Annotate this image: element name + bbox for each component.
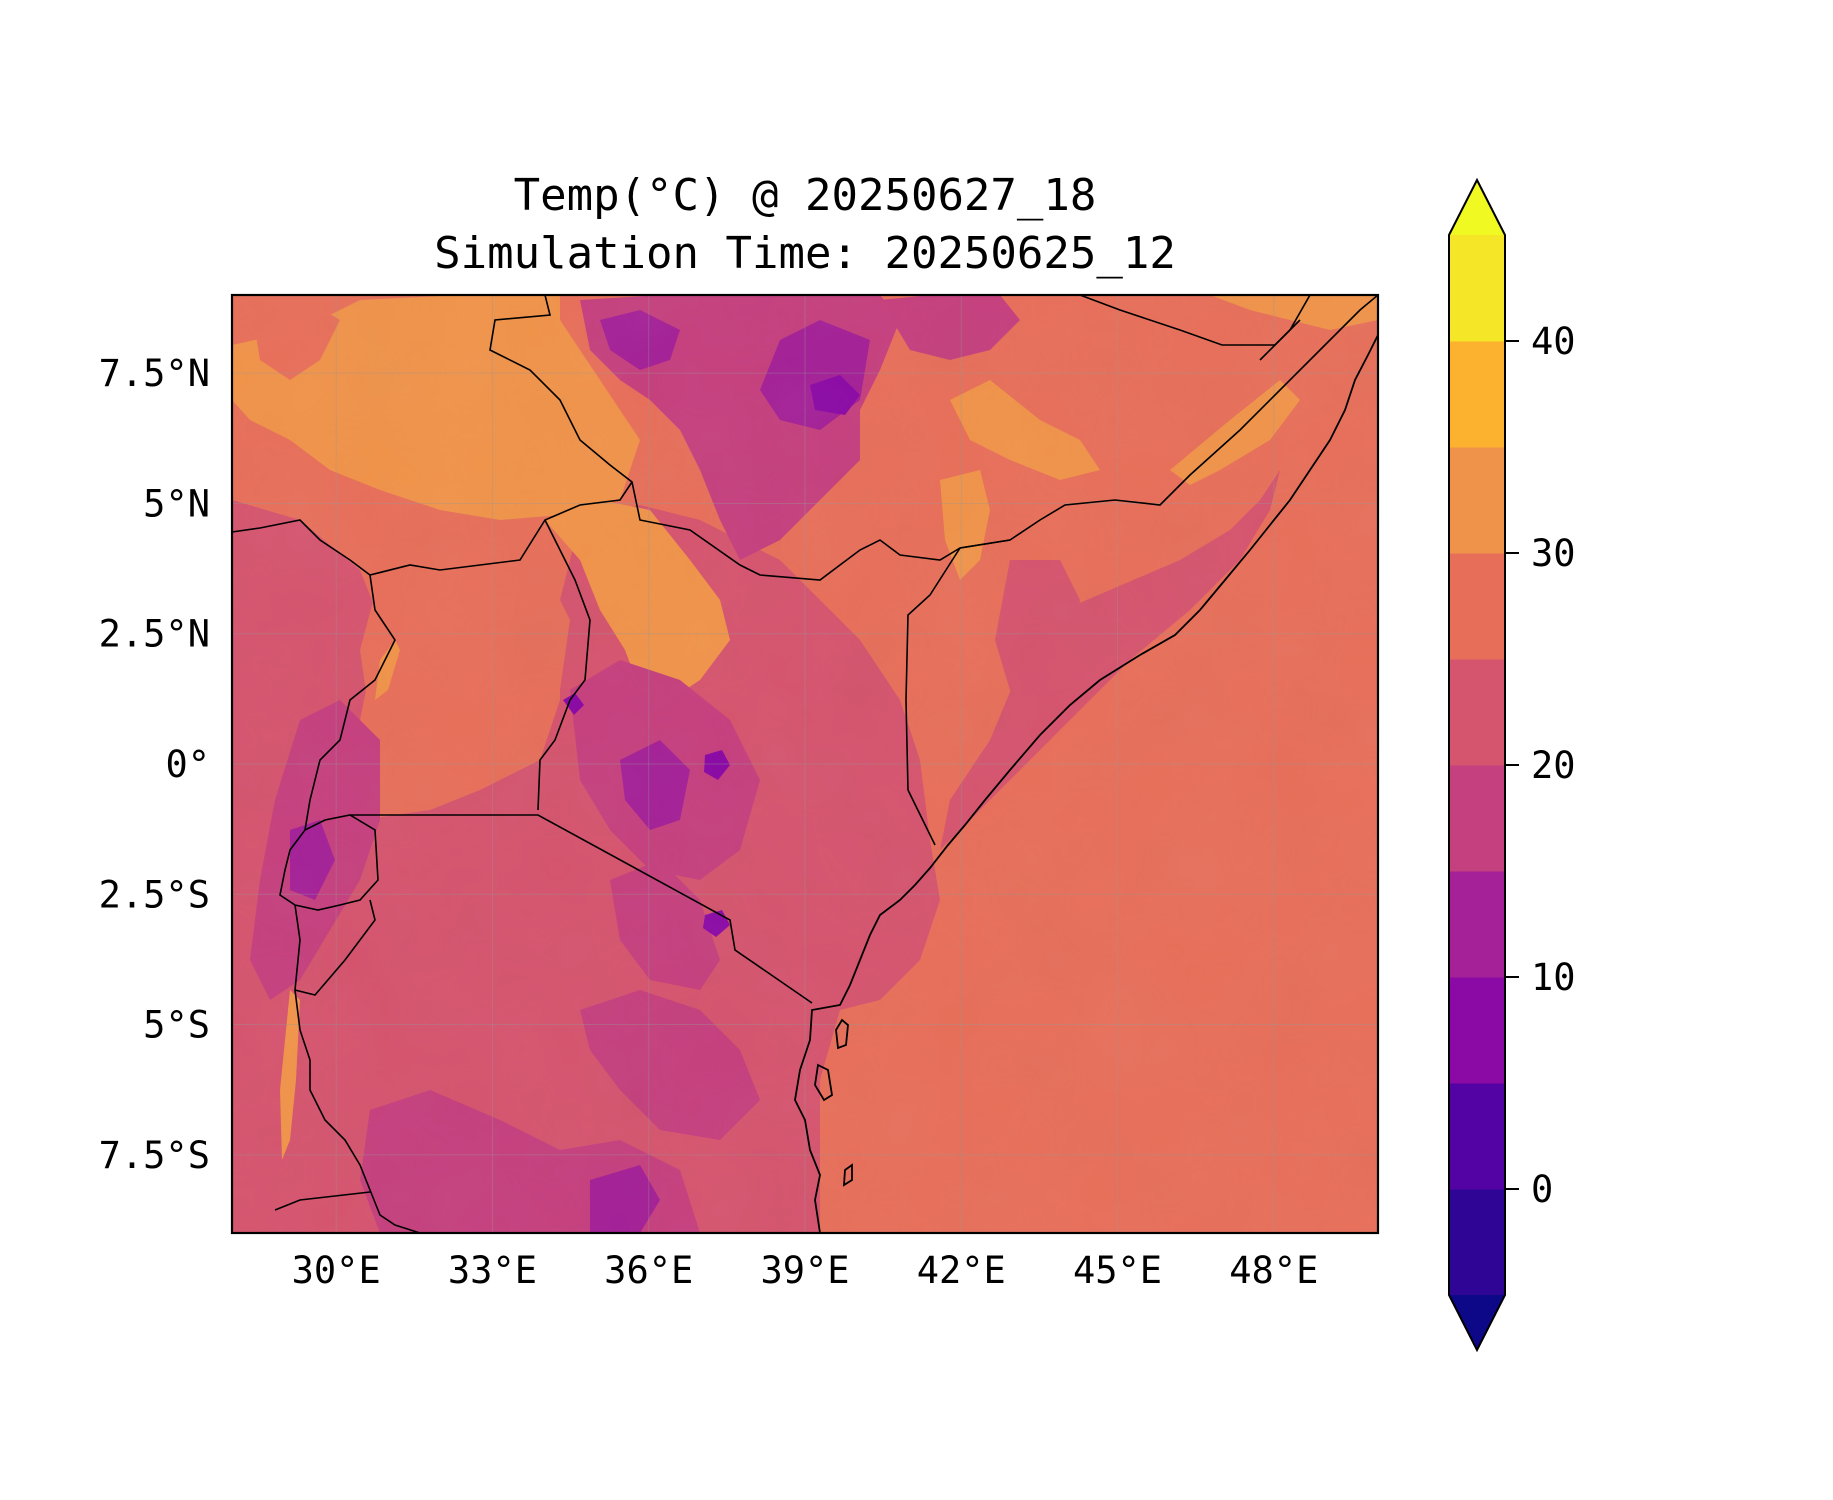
east-african-coastline xyxy=(794,334,1378,1233)
uganda-drc-border xyxy=(304,574,396,831)
colorbar-segment xyxy=(1449,447,1505,554)
colorbar-tick-label: 40 xyxy=(1531,320,1576,363)
map-frame xyxy=(230,293,1380,1235)
colorbar-segment xyxy=(1449,1189,1505,1296)
colorbar-segment xyxy=(1449,341,1505,448)
lake-victoria-tanzania-border xyxy=(350,814,813,1004)
lat-tick-label: 5°N xyxy=(143,482,210,525)
colorbar-segment xyxy=(1449,235,1505,342)
lon-tick-label: 33°E xyxy=(448,1249,537,1292)
pemba-island xyxy=(814,1063,833,1102)
borders xyxy=(232,295,1378,1233)
colorbar-outline xyxy=(1448,177,1506,1353)
colorbar-segment xyxy=(1449,553,1505,660)
zambia-border xyxy=(274,1191,371,1211)
lat-tick-label: 7.5°S xyxy=(99,1134,210,1177)
lat-tick-label: 5°S xyxy=(143,1004,210,1047)
title-line-1: Temp(°C) @ 20250627_18 xyxy=(514,170,1097,221)
latitude-ticks: 7.5°N 5°N 2.5°N 0° 2.5°S 5°S 7.5°S xyxy=(99,352,210,1177)
uganda-kenya-border xyxy=(537,519,591,811)
colorbar-tick-label: 20 xyxy=(1531,744,1576,787)
lon-tick-label: 36°E xyxy=(604,1249,693,1292)
lon-tick-label: 39°E xyxy=(760,1249,849,1292)
colorbar-tick-label: 10 xyxy=(1531,956,1576,999)
colorbar-extend-max xyxy=(1449,180,1505,235)
colorbar-extend-min xyxy=(1449,1295,1505,1350)
lon-tick-label: 48°E xyxy=(1229,1249,1318,1292)
colorbar: 0 10 20 30 40 xyxy=(1448,177,1576,1353)
gridlines xyxy=(232,295,1378,1233)
longitude-ticks: 30°E 33°E 36°E 39°E 42°E 45°E 48°E xyxy=(292,1249,1319,1292)
lon-tick-label: 30°E xyxy=(292,1249,381,1292)
lat-tick-label: 2.5°N xyxy=(99,613,210,656)
lon-tick-label: 45°E xyxy=(1073,1249,1162,1292)
colorbar-tick-label: 0 xyxy=(1531,1168,1553,1211)
tanzania-drc-lake-tanganyika xyxy=(294,989,421,1233)
kenya-somalia-border xyxy=(905,547,961,846)
lat-tick-label: 2.5°S xyxy=(99,873,210,916)
lat-tick-label: 7.5°N xyxy=(99,352,210,395)
mafia-island xyxy=(842,1163,853,1187)
south-sudan-uganda-drc-border xyxy=(232,481,633,576)
rwanda-burundi-outline xyxy=(279,814,379,911)
south-sudan-ethiopia-border xyxy=(489,295,1011,581)
lat-tick-label: 0° xyxy=(165,743,210,786)
temperature-field xyxy=(232,295,1378,1233)
zanzibar-island xyxy=(835,1018,849,1050)
lon-tick-label: 42°E xyxy=(917,1249,1006,1292)
colorbar-segment xyxy=(1449,765,1505,872)
colorbar-tick-label: 30 xyxy=(1531,532,1576,575)
colorbar-segment xyxy=(1449,871,1505,978)
burundi-border xyxy=(294,899,376,996)
colorbar-segment xyxy=(1449,659,1505,766)
title-line-2: Simulation Time: 20250625_12 xyxy=(434,228,1176,279)
colorbar-segment xyxy=(1449,1083,1505,1190)
somali-interior-border xyxy=(1259,295,1311,361)
field-texture xyxy=(232,295,1378,1233)
ethiopia-somalia-border xyxy=(959,295,1378,549)
colorbar-segment xyxy=(1449,977,1505,1084)
